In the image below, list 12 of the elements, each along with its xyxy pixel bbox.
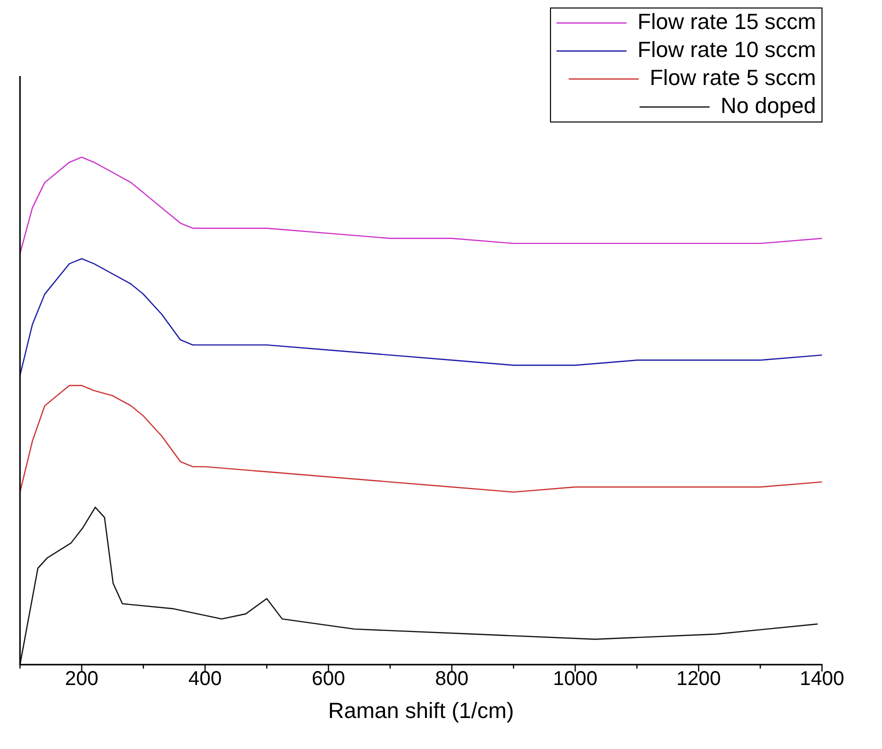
x-axis-title: Raman shift (1/cm) bbox=[328, 698, 514, 723]
x-tick-label: 400 bbox=[188, 668, 222, 690]
x-tick-label: 800 bbox=[435, 668, 469, 690]
x-tick-label: 1000 bbox=[552, 668, 598, 690]
legend-label: Flow rate 5 sccm bbox=[650, 65, 816, 90]
legend-label: Flow rate 10 sccm bbox=[638, 37, 816, 62]
x-tick-label: 1400 bbox=[800, 668, 844, 690]
x-tick-label: 1200 bbox=[676, 668, 721, 690]
x-tick-label: 200 bbox=[65, 668, 98, 690]
legend-label: No doped bbox=[720, 93, 816, 118]
x-tick-label: 600 bbox=[312, 668, 346, 690]
legend-label: Flow rate 15 sccm bbox=[638, 9, 816, 34]
